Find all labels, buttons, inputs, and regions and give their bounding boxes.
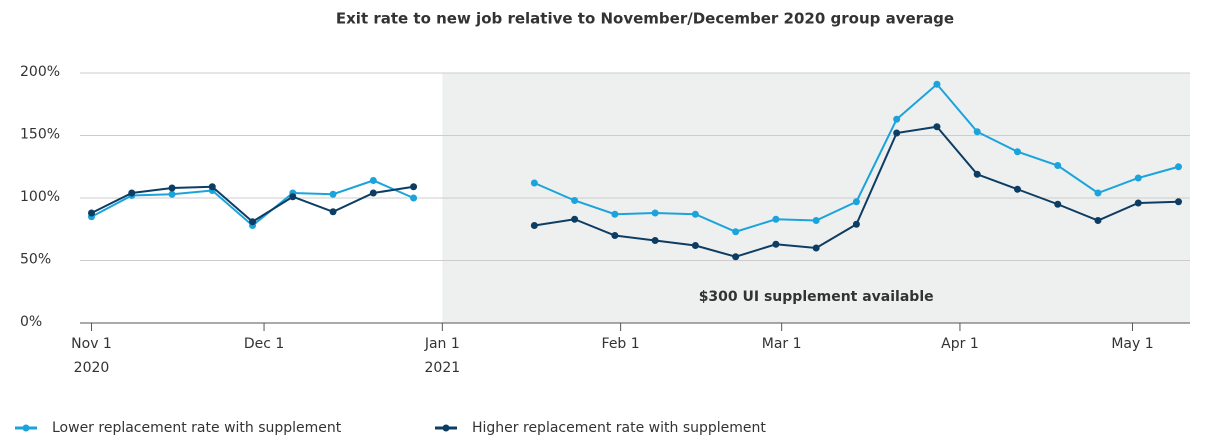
data-point [1174, 198, 1182, 206]
data-point [772, 240, 780, 248]
data-point [691, 210, 699, 218]
x-tick-year: 2021 [425, 360, 461, 376]
y-tick-label: 200% [20, 64, 60, 80]
data-point [1013, 185, 1021, 193]
data-point [933, 80, 941, 88]
x-tick-label: May 1 [1111, 336, 1153, 352]
data-point [410, 183, 418, 191]
data-point [329, 208, 337, 216]
y-tick-label: 0% [20, 314, 42, 330]
legend-dot [442, 424, 450, 432]
data-point [691, 242, 699, 249]
data-point [530, 179, 538, 187]
data-point [88, 209, 96, 217]
data-point [369, 177, 377, 184]
y-tick-label: 100% [20, 189, 60, 205]
data-point [168, 190, 176, 198]
legend-label: Lower replacement rate with supplement [52, 420, 342, 436]
x-tick-label: Feb 1 [602, 336, 640, 352]
data-point [933, 123, 941, 131]
data-point [732, 253, 740, 261]
data-point [651, 209, 659, 217]
legend-label: Higher replacement rate with supplement [472, 420, 766, 436]
data-point [1134, 199, 1142, 207]
data-point [772, 215, 780, 223]
data-point [812, 244, 820, 252]
data-point [530, 222, 538, 229]
data-point [1054, 162, 1062, 169]
legend-dot [22, 424, 30, 432]
data-point [1134, 174, 1142, 182]
y-tick-label: 150% [20, 127, 60, 143]
x-tick-label: Mar 1 [762, 336, 802, 352]
data-point [289, 193, 297, 201]
data-point [1174, 163, 1182, 171]
data-point [611, 210, 619, 218]
data-point [249, 218, 257, 226]
data-point [732, 228, 740, 236]
data-point [1054, 200, 1062, 208]
y-tick-label: 50% [20, 252, 51, 268]
x-tick-label: Jan 1 [424, 336, 460, 352]
data-point [1013, 148, 1021, 156]
data-point [168, 184, 176, 192]
x-tick-label: Nov 1 [71, 336, 112, 352]
data-point [1094, 189, 1102, 197]
data-point [128, 189, 136, 197]
region-label: $300 UI supplement available [699, 289, 934, 305]
data-point [893, 129, 901, 137]
x-tick-year: 2020 [74, 360, 110, 376]
data-point [571, 197, 579, 204]
data-point [329, 190, 337, 198]
data-point [973, 170, 981, 178]
data-point [852, 198, 860, 206]
data-point [571, 215, 579, 223]
data-point [208, 183, 216, 191]
data-point [651, 237, 659, 244]
data-point [852, 220, 860, 228]
x-tick-label: Apr 1 [941, 336, 979, 352]
data-point [369, 189, 377, 197]
data-point [611, 232, 619, 239]
x-tick-label: Dec 1 [244, 336, 284, 352]
data-point [893, 115, 901, 123]
data-point [410, 194, 418, 202]
data-point [812, 217, 820, 224]
data-point [1094, 217, 1102, 224]
chart-title: Exit rate to new job relative to Novembe… [336, 10, 954, 28]
data-point [973, 128, 981, 136]
